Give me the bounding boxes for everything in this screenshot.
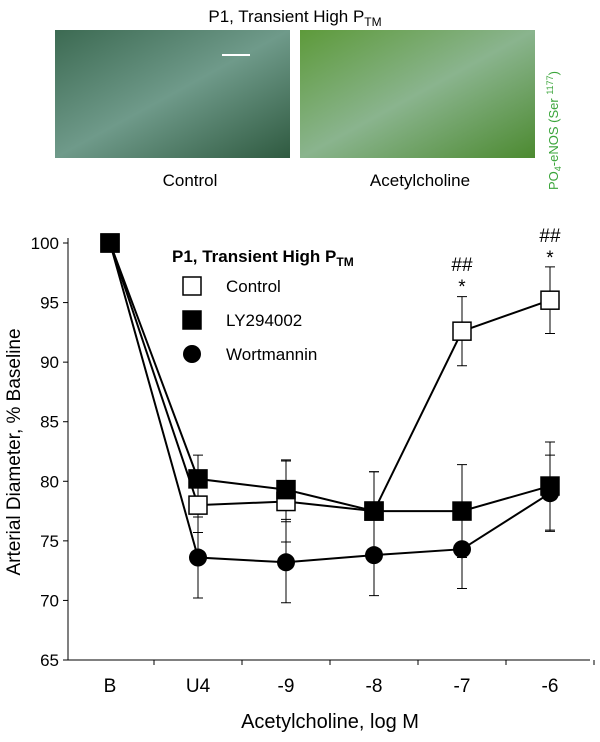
y-tick-label: 65 (40, 651, 59, 670)
side-label-part: 4 (553, 166, 563, 171)
error-bar (281, 459, 291, 520)
x-tick-label: -9 (278, 676, 295, 697)
legend-label: Wortmannin (226, 345, 317, 364)
data-point (188, 495, 208, 515)
x-tick-label: -8 (366, 676, 383, 697)
image-label: Acetylcholine (370, 171, 470, 190)
series-line (109, 242, 551, 513)
micrograph (300, 30, 535, 158)
legend-label: Control (226, 277, 281, 296)
data-point (453, 540, 471, 559)
error-bar (457, 464, 467, 559)
data-point (540, 290, 560, 310)
data-point (189, 548, 207, 567)
error-bar (193, 454, 203, 504)
micrograph (55, 30, 290, 158)
side-label-part: ) (546, 71, 561, 75)
legend-title-subscript: TM (336, 255, 353, 269)
data-point (452, 321, 472, 341)
error-bar (457, 296, 467, 367)
panel-title: P1, Transient High PTM (208, 7, 381, 29)
x-tick-label: -6 (542, 676, 559, 697)
data-point (188, 469, 208, 489)
legend-label: LY294002 (226, 311, 302, 330)
series-line (109, 242, 551, 564)
title-text: P1, Transient High P (208, 7, 364, 26)
legend-title: P1, Transient High PTM (172, 247, 354, 269)
title-subscript: TM (364, 15, 381, 29)
y-tick-label: 100 (31, 234, 59, 253)
legend-marker (183, 345, 201, 363)
x-tick-label: B (104, 676, 117, 697)
image-label: Control (163, 171, 218, 190)
error-bar (193, 516, 203, 599)
error-bar (545, 454, 555, 532)
error-bar (281, 521, 291, 604)
y-tick-label: 90 (40, 353, 59, 372)
legend-marker (182, 276, 202, 296)
data-point (101, 234, 119, 252)
x-axis-label: Acetylcholine, log M (241, 711, 419, 733)
data-point (276, 479, 296, 500)
x-tick-label: U4 (186, 676, 211, 697)
side-label-part: PO (546, 171, 561, 190)
y-tick-label: 95 (40, 294, 59, 313)
data-point (541, 484, 559, 503)
significance-mark: * (546, 248, 554, 269)
legend-title-text: P1, Transient High P (172, 247, 336, 266)
y-axis-label: Arterial Diameter, % Baseline (4, 328, 25, 575)
series-line (109, 242, 551, 513)
error-bar (545, 266, 555, 335)
data-point (452, 501, 472, 521)
side-label-part: -eNOS (Ser (546, 95, 561, 167)
side-label-part: 1177 (545, 75, 555, 94)
y-tick-label: 70 (40, 591, 59, 610)
data-point (365, 546, 383, 565)
y-tick-label: 80 (40, 472, 59, 491)
y-tick-label: 85 (40, 413, 59, 432)
significance-mark: * (458, 277, 466, 298)
data-point (364, 501, 384, 521)
error-bar (369, 471, 379, 551)
legend-marker (182, 310, 202, 330)
significance-mark: ## (539, 226, 561, 247)
y-tick-label: 75 (40, 532, 59, 551)
side-label: PO4-eNOS (Ser 1177) (545, 71, 563, 190)
x-tick-label: -7 (454, 676, 471, 697)
significance-mark: ## (451, 255, 473, 276)
data-point (277, 553, 295, 572)
